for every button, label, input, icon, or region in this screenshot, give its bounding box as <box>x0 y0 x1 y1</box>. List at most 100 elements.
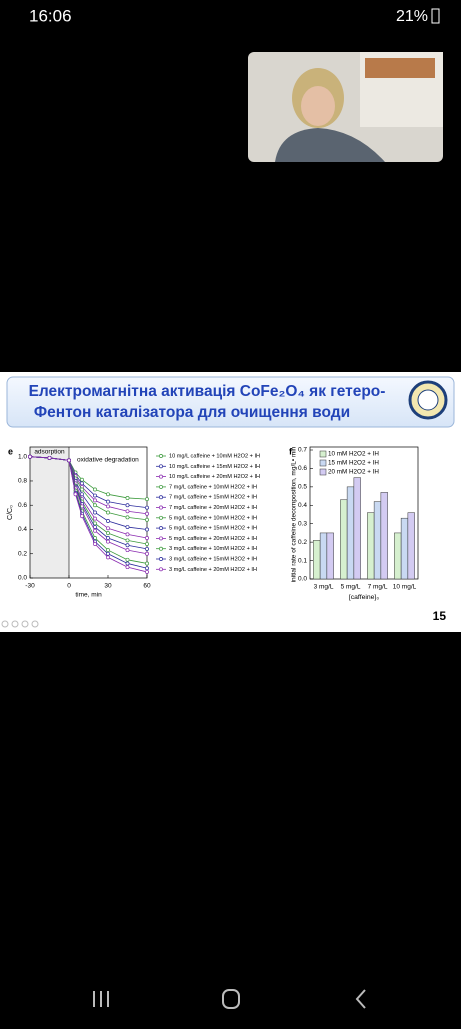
y-tick-label: 0.0 <box>18 575 27 582</box>
data-point <box>106 499 110 504</box>
adsorption-region <box>30 447 69 578</box>
legend-marker <box>159 454 163 458</box>
battery-icon <box>431 8 440 24</box>
data-point <box>80 514 84 519</box>
legend-label: 3 mg/L caffeine + 10mM H2O2 + IH <box>169 546 257 552</box>
data-point <box>47 455 52 460</box>
legend-marker <box>159 464 163 469</box>
data-point <box>80 477 84 482</box>
data-point <box>145 511 149 516</box>
y-tick-label: 0.0 <box>298 576 307 583</box>
x-axis-label: time, min <box>75 592 102 599</box>
data-point <box>93 498 97 503</box>
clock: 16:06 <box>29 6 72 25</box>
data-point <box>125 532 130 537</box>
bar <box>394 532 402 580</box>
control-icon[interactable] <box>11 620 19 628</box>
data-point <box>125 509 130 514</box>
bar <box>340 499 348 580</box>
video-thumbnail[interactable] <box>248 52 443 162</box>
y-axis-label: C/C₀ <box>7 505 14 520</box>
data-point <box>106 504 110 509</box>
home-button[interactable] <box>222 989 240 1009</box>
data-point <box>93 493 97 498</box>
x-axis-label: [caffeine]₀ <box>349 594 379 601</box>
x-tick-label: 7 mg/L <box>368 584 388 591</box>
data-point <box>93 542 97 546</box>
data-point <box>80 481 84 486</box>
y-tick-label: 1.0 <box>18 453 27 460</box>
bar <box>319 532 328 580</box>
slide-title: Електромагнітна активація CoFe₂O₄ як гет… <box>29 383 386 400</box>
legend-label: 3 mg/L caffeine + 20mM H2O2 + IH <box>169 567 257 573</box>
legend-marker <box>159 546 163 551</box>
data-point <box>125 565 130 570</box>
data-point <box>125 495 130 500</box>
legend-label: 10 mg/L caffeine + 15mM H2O2 + IH <box>169 464 260 470</box>
legend-label: 7 mg/L caffeine + 15mM H2O2 + IH <box>169 495 257 501</box>
data-point <box>125 561 130 566</box>
bar <box>326 532 334 580</box>
control-icon[interactable] <box>31 620 39 628</box>
y-tick-label: 0.6 <box>298 465 307 472</box>
y-tick-label: 0.6 <box>18 502 27 509</box>
video-face <box>301 86 335 126</box>
data-point <box>125 538 130 543</box>
legend-marker <box>159 536 163 541</box>
x-tick-label: 0 <box>67 583 71 590</box>
y-tick-label: 0.4 <box>298 502 307 509</box>
recents-button[interactable] <box>93 991 109 1007</box>
data-point <box>106 548 110 553</box>
data-point <box>145 551 149 556</box>
data-point <box>93 516 97 521</box>
data-point <box>145 505 149 510</box>
slide-controls[interactable] <box>1 620 39 628</box>
video-shelf <box>365 58 435 78</box>
legend-marker <box>159 495 163 500</box>
legend-marker <box>159 505 163 510</box>
data-point <box>106 492 110 497</box>
legend-marker <box>159 557 163 561</box>
y-tick-label: 0.2 <box>298 539 307 546</box>
data-point <box>106 536 110 540</box>
data-point <box>73 492 78 497</box>
x-tick-label: 60 <box>143 583 151 590</box>
data-point <box>145 536 149 540</box>
legend-marker <box>159 515 163 520</box>
annotation: oxidative degradation <box>77 457 139 464</box>
data-point <box>125 525 130 530</box>
title-box <box>6 376 455 428</box>
data-point <box>106 555 110 560</box>
nav-bar <box>93 989 366 1009</box>
legend-marker <box>159 474 163 479</box>
legend-label: 7 mg/L caffeine + 20mM H2O2 + IH <box>169 505 257 511</box>
slide-title: Фентон каталізатора для очищення води <box>34 404 350 421</box>
data-point <box>145 569 149 574</box>
legend-swatch <box>319 468 327 476</box>
panel-label: e <box>8 446 13 456</box>
legend-marker <box>159 567 163 572</box>
bar <box>367 512 375 580</box>
bar <box>353 477 361 580</box>
legend-label: 3 mg/L caffeine + 15mM H2O2 + IH <box>169 556 257 562</box>
bar <box>313 540 321 580</box>
control-icon[interactable] <box>21 620 29 628</box>
y-tick-label: 0.7 <box>298 447 307 454</box>
control-icon[interactable] <box>1 620 9 628</box>
battery-percent: 21% <box>396 8 428 25</box>
legend-marker <box>159 526 163 531</box>
legend-label: 10 mM H2O2 + IH <box>328 451 379 458</box>
data-point <box>106 510 110 515</box>
x-tick-label: 3 mg/L <box>314 584 334 591</box>
annotation: adsorption <box>34 449 65 456</box>
back-button[interactable] <box>355 989 366 1009</box>
data-point <box>106 539 110 544</box>
data-point <box>125 515 130 520</box>
x-tick-label: 30 <box>104 583 112 590</box>
data-point <box>93 528 97 533</box>
legend-swatch <box>319 450 327 458</box>
data-point <box>106 526 110 531</box>
y-tick-label: 0.3 <box>298 520 307 527</box>
